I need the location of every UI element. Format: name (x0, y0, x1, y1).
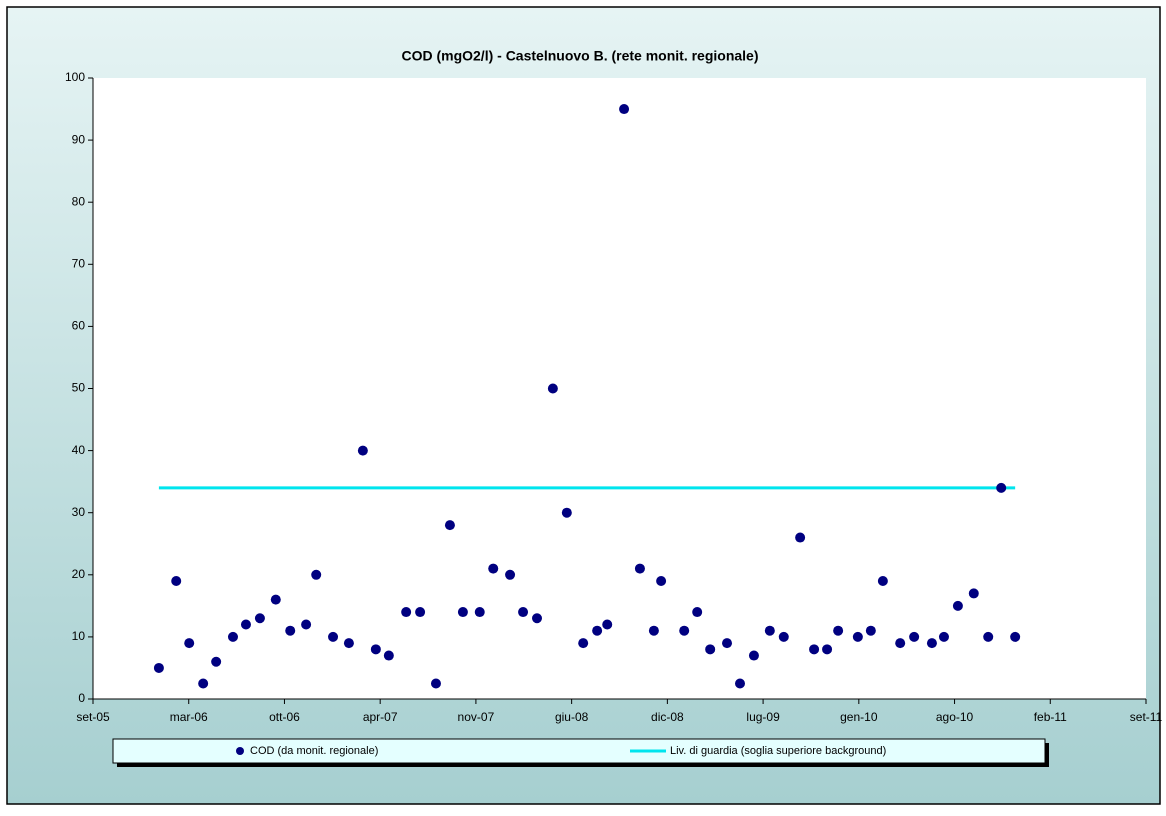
data-point (809, 644, 820, 655)
data-point (547, 383, 558, 394)
y-tick-label: 50 (72, 381, 86, 395)
data-point (895, 638, 906, 649)
data-point (383, 650, 394, 661)
legend-label: Liv. di guardia (soglia superiore backgr… (670, 745, 886, 757)
data-point (488, 563, 499, 574)
x-tick-label: gen-10 (840, 710, 878, 724)
x-tick-label: dic-08 (651, 710, 684, 724)
data-point (184, 638, 195, 649)
y-tick-label: 40 (72, 443, 86, 457)
data-point (692, 607, 703, 618)
data-point (301, 619, 312, 630)
y-tick-label: 80 (72, 194, 86, 208)
data-point (357, 445, 368, 456)
data-point (211, 656, 222, 667)
data-point (578, 638, 589, 649)
y-tick-label: 90 (72, 132, 86, 146)
data-point (852, 631, 863, 642)
data-point (764, 625, 775, 636)
data-point (198, 678, 209, 689)
data-point (968, 588, 979, 599)
data-point (328, 631, 339, 642)
data-point (983, 631, 994, 642)
x-tick-label: giu-08 (555, 710, 589, 724)
x-tick-label: mar-06 (170, 710, 208, 724)
data-point (705, 644, 716, 655)
data-point (171, 576, 182, 587)
data-point (877, 576, 888, 587)
data-point (679, 625, 690, 636)
data-point (474, 607, 485, 618)
data-point (735, 678, 746, 689)
data-point (865, 625, 876, 636)
data-point (444, 520, 455, 531)
data-point (648, 625, 659, 636)
data-point (822, 644, 833, 655)
data-point (254, 613, 265, 624)
data-point (343, 638, 354, 649)
y-tick-label: 60 (72, 319, 86, 333)
y-tick-label: 0 (78, 691, 85, 705)
data-point (457, 607, 468, 618)
plot-area (93, 78, 1146, 699)
chart-title: COD (mgO2/l) - Castelnuovo B. (rete moni… (401, 48, 758, 64)
x-tick-label: feb-11 (1034, 710, 1067, 724)
data-point (722, 638, 733, 649)
data-point (619, 104, 630, 115)
data-point (938, 631, 949, 642)
data-point (795, 532, 806, 543)
data-point (240, 619, 251, 630)
y-tick-label: 70 (72, 256, 86, 270)
y-tick-label: 10 (72, 629, 86, 643)
data-point (833, 625, 844, 636)
data-point (505, 569, 516, 580)
data-point (656, 576, 667, 587)
data-point (370, 644, 381, 655)
data-point (926, 638, 937, 649)
x-tick-label: set-05 (76, 710, 110, 724)
x-tick-label: set-11 (1130, 710, 1163, 724)
data-point (748, 650, 759, 661)
y-tick-label: 30 (72, 505, 86, 519)
legend-label: COD (da monit. regionale) (250, 745, 378, 757)
data-point (996, 482, 1007, 493)
data-point (401, 607, 412, 618)
x-tick-label: ott-06 (269, 710, 300, 724)
data-point (311, 569, 322, 580)
legend (112, 738, 1046, 764)
data-point (592, 625, 603, 636)
data-point (778, 631, 789, 642)
data-point (415, 607, 426, 618)
data-point (634, 563, 645, 574)
data-point (227, 631, 238, 642)
data-point (561, 507, 572, 518)
y-tick-label: 20 (72, 567, 86, 581)
x-tick-label: apr-07 (363, 710, 398, 724)
data-point (909, 631, 920, 642)
data-point (1010, 631, 1021, 642)
x-tick-label: ago-10 (936, 710, 974, 724)
data-point (270, 594, 281, 605)
data-point (952, 600, 963, 611)
data-point (602, 619, 613, 630)
data-point (153, 662, 164, 673)
data-point (518, 607, 529, 618)
legend-swatch (236, 747, 244, 755)
data-point (430, 678, 441, 689)
x-tick-label: lug-09 (746, 710, 780, 724)
data-point (532, 613, 543, 624)
data-point (285, 625, 296, 636)
x-tick-label: nov-07 (458, 710, 495, 724)
y-tick-label: 100 (65, 70, 85, 84)
